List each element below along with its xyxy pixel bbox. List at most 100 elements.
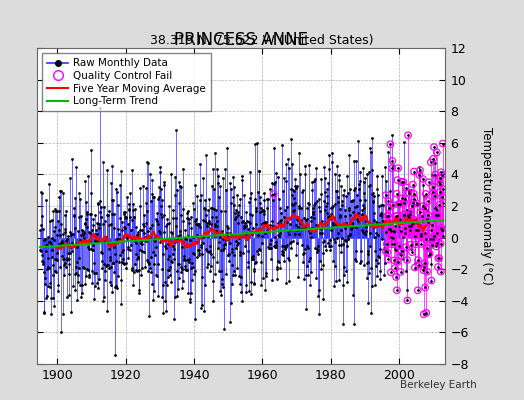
Point bbox=[141, 264, 149, 270]
Point bbox=[140, 249, 148, 255]
Point bbox=[236, 281, 245, 288]
Point bbox=[84, 244, 92, 250]
Point bbox=[429, 236, 437, 242]
Point bbox=[396, 216, 405, 223]
Point bbox=[82, 216, 90, 222]
Point bbox=[398, 179, 406, 186]
Point bbox=[416, 222, 424, 229]
Point bbox=[339, 241, 347, 247]
Point bbox=[282, 161, 290, 168]
Point bbox=[354, 210, 362, 216]
Point bbox=[351, 256, 359, 262]
Point bbox=[80, 178, 89, 184]
Point bbox=[193, 232, 201, 238]
Point bbox=[430, 233, 439, 239]
Point bbox=[56, 264, 64, 270]
Point bbox=[369, 210, 378, 216]
Point bbox=[81, 219, 89, 226]
Point bbox=[300, 250, 308, 256]
Point bbox=[78, 290, 86, 297]
Point bbox=[342, 220, 350, 226]
Point bbox=[92, 237, 101, 244]
Point bbox=[378, 218, 387, 224]
Point bbox=[193, 193, 202, 200]
Point bbox=[267, 244, 276, 251]
Point bbox=[171, 174, 179, 181]
Point bbox=[73, 278, 82, 285]
Point bbox=[406, 227, 414, 233]
Point bbox=[138, 227, 146, 233]
Point bbox=[163, 221, 171, 228]
Point bbox=[249, 253, 257, 260]
Point bbox=[436, 240, 445, 247]
Point bbox=[324, 180, 332, 186]
Point bbox=[434, 255, 442, 261]
Point bbox=[192, 239, 200, 246]
Point bbox=[173, 236, 181, 242]
Point bbox=[178, 266, 186, 272]
Point bbox=[355, 215, 363, 222]
Point bbox=[196, 192, 205, 198]
Point bbox=[385, 226, 394, 232]
Point bbox=[57, 329, 66, 336]
Point bbox=[174, 261, 183, 268]
Point bbox=[325, 246, 334, 253]
Point bbox=[407, 246, 416, 252]
Point bbox=[267, 180, 276, 186]
Point bbox=[200, 205, 208, 211]
Point bbox=[196, 160, 204, 167]
Point bbox=[413, 287, 422, 294]
Point bbox=[283, 215, 291, 222]
Point bbox=[427, 159, 435, 166]
Point bbox=[78, 282, 86, 288]
Point bbox=[323, 186, 332, 193]
Point bbox=[54, 194, 63, 200]
Point bbox=[256, 194, 265, 200]
Point bbox=[49, 261, 58, 268]
Point bbox=[411, 233, 420, 239]
Point bbox=[157, 202, 165, 209]
Point bbox=[252, 208, 260, 214]
Point bbox=[429, 156, 438, 162]
Point bbox=[310, 202, 318, 208]
Point bbox=[403, 297, 412, 304]
Point bbox=[205, 217, 213, 224]
Point bbox=[271, 244, 279, 250]
Point bbox=[123, 237, 131, 243]
Point bbox=[320, 164, 328, 170]
Point bbox=[102, 262, 111, 268]
Point bbox=[168, 230, 176, 236]
Point bbox=[63, 257, 71, 263]
Point bbox=[325, 166, 333, 172]
Point bbox=[92, 226, 100, 233]
Point bbox=[81, 280, 89, 287]
Point bbox=[69, 282, 78, 289]
Point bbox=[410, 196, 419, 202]
Point bbox=[219, 236, 227, 242]
Point bbox=[242, 208, 250, 215]
Point bbox=[137, 238, 145, 244]
Point bbox=[430, 193, 439, 200]
Point bbox=[196, 242, 205, 248]
Point bbox=[389, 229, 398, 235]
Point bbox=[229, 174, 237, 180]
Point bbox=[307, 234, 315, 240]
Point bbox=[258, 221, 267, 228]
Point bbox=[252, 221, 260, 228]
Point bbox=[193, 221, 202, 228]
Point bbox=[63, 236, 72, 242]
Point bbox=[400, 230, 409, 236]
Point bbox=[133, 256, 141, 262]
Point bbox=[209, 166, 217, 172]
Point bbox=[393, 287, 401, 294]
Point bbox=[190, 251, 198, 258]
Point bbox=[37, 222, 45, 228]
Point bbox=[416, 167, 424, 174]
Point bbox=[433, 149, 441, 156]
Point bbox=[176, 183, 184, 189]
Point bbox=[311, 176, 319, 182]
Point bbox=[383, 249, 391, 256]
Point bbox=[223, 222, 231, 229]
Point bbox=[420, 264, 429, 270]
Point bbox=[418, 212, 426, 219]
